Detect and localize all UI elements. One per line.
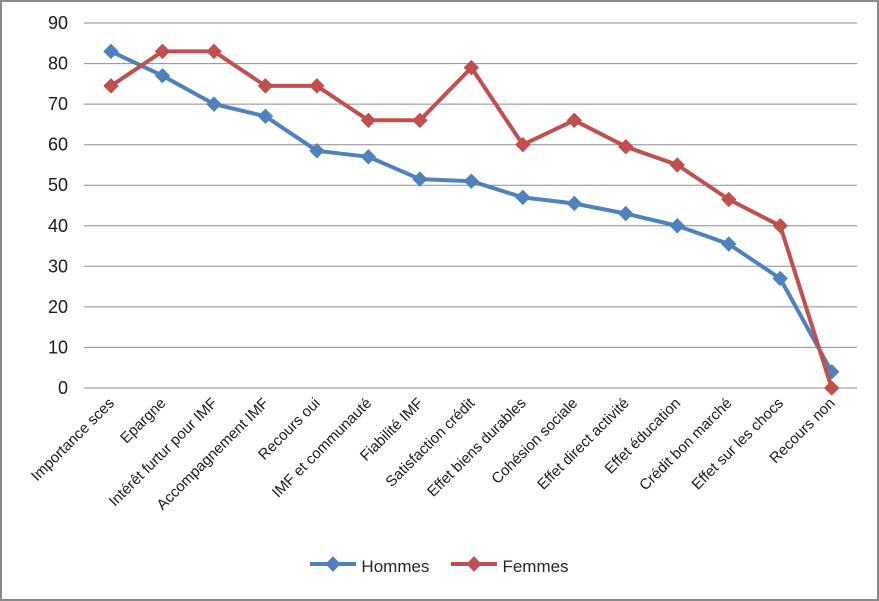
x-category-label: Effet biens durables — [424, 395, 530, 501]
series-hommes — [103, 43, 840, 380]
y-tick-label: 20 — [48, 297, 68, 317]
data-point-marker — [772, 270, 788, 287]
x-category-label: Effet direct activité — [534, 395, 632, 493]
y-tick-label: 70 — [48, 94, 68, 114]
data-point-marker — [103, 78, 119, 94]
y-tick-label: 90 — [48, 13, 68, 33]
x-category-label: Cohésion sociale — [488, 395, 581, 488]
data-point-marker — [463, 59, 480, 76]
data-point-marker — [360, 149, 377, 165]
x-category-label: IMF et communauté — [269, 395, 375, 501]
x-category-label: Effet sur les chocs — [689, 395, 787, 493]
data-point-marker — [772, 218, 788, 234]
data-point-marker — [515, 189, 531, 206]
data-point-marker — [412, 171, 428, 187]
data-point-marker — [154, 43, 171, 60]
data-point-marker — [206, 43, 222, 60]
legend-label-hommes: Hommes — [361, 557, 430, 576]
x-category-label: Importance sces — [28, 395, 118, 485]
legend-label-femmes: Femmes — [502, 557, 569, 576]
hommes-line-marker-icon — [310, 556, 357, 577]
y-tick-label: 50 — [48, 175, 68, 195]
legend-item-femmes[interactable]: Femmes — [451, 556, 569, 577]
y-axis-labels: 0 10 20 30 40 50 60 70 80 90 — [48, 13, 68, 398]
data-point-marker — [154, 68, 171, 84]
series-femmes — [103, 43, 840, 396]
data-point-marker — [309, 143, 325, 159]
data-point-marker — [257, 78, 274, 94]
data-point-marker — [257, 108, 274, 124]
data-point-marker — [669, 218, 685, 234]
y-tick-label: 0 — [58, 378, 68, 398]
data-point-marker — [412, 112, 428, 129]
x-category-label: Epargne — [117, 395, 169, 447]
x-category-label: Satisfaction crédit — [382, 394, 478, 490]
y-tick-label: 30 — [48, 256, 68, 276]
data-point-marker — [566, 112, 583, 129]
data-point-marker — [669, 157, 685, 173]
data-point-marker — [823, 380, 840, 396]
data-point-marker — [360, 112, 377, 129]
y-tick-label: 10 — [48, 337, 68, 357]
data-point-marker — [309, 78, 325, 94]
legend-item-hommes[interactable]: Hommes — [310, 556, 429, 577]
data-point-marker — [721, 236, 737, 252]
y-tick-label: 60 — [48, 135, 68, 155]
data-point-marker — [566, 195, 583, 212]
chart-legend: Hommes Femmes — [0, 556, 879, 577]
data-point-marker — [463, 173, 480, 189]
data-point-marker — [103, 43, 119, 60]
femmes-line-marker-icon — [451, 556, 498, 577]
data-point-marker — [721, 191, 737, 208]
data-point-marker — [206, 96, 222, 112]
x-category-label: Crédit bon marché — [636, 395, 735, 494]
data-point-marker — [515, 136, 531, 153]
data-point-marker — [618, 205, 634, 222]
y-tick-label: 40 — [48, 216, 68, 236]
y-tick-label: 80 — [48, 54, 68, 74]
data-point-marker — [618, 138, 634, 155]
